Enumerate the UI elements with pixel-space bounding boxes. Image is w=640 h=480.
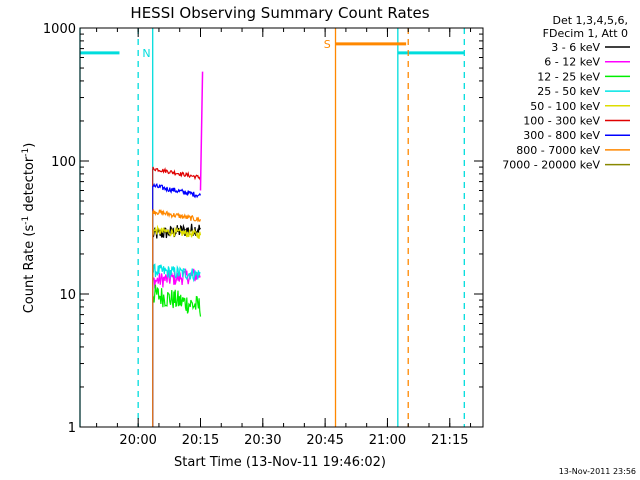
legend-label-6: 300 - 800 keV: [523, 129, 600, 142]
legend-label-0: 3 - 6 keV: [551, 41, 600, 54]
series-lines: [152, 71, 204, 428]
x-tick-label: 20:00: [119, 433, 156, 448]
series-line-4: [152, 224, 202, 240]
y-tick-label: 1: [68, 421, 76, 436]
y-axis-label-sup1: -1: [21, 216, 31, 225]
series-line-3: [152, 263, 201, 283]
y-axis-label: Count Rate (s-1 detector-1): [21, 143, 37, 314]
series-line-7: [152, 208, 202, 223]
x-tick-label: 20:30: [244, 433, 281, 448]
y-axis-ticks: 1 10 100 1000: [43, 22, 483, 436]
legend-label-1: 6 - 12 keV: [544, 56, 600, 69]
y-axis-label-suffix: ): [22, 143, 37, 148]
x-axis-label: Start Time (13-Nov-11 19:46:02): [174, 455, 386, 470]
y-tick-label: 1000: [43, 22, 76, 37]
footer-timestamp: 13-Nov-2011 23:56: [559, 467, 636, 476]
legend-header-line-1: Det 1,3,4,5,6,: [552, 14, 628, 27]
legend-header-line-2: FDecim 1, Att 0: [543, 27, 628, 40]
legend-label-5: 100 - 300 keV: [523, 115, 600, 128]
flare-tail-line: [199, 71, 204, 191]
plot-frame: [79, 27, 484, 428]
legend-label-4: 50 - 100 keV: [530, 100, 600, 113]
y-tick-label: 100: [51, 155, 76, 170]
series-line-2: [152, 284, 202, 317]
x-tick-label: 21:15: [431, 433, 468, 448]
flag-S-label: S: [324, 38, 331, 51]
legend: Det 1,3,4,5,6, FDecim 1, Att 0 3 - 6 keV…: [502, 14, 630, 172]
y-axis-label-sup2: -1: [21, 148, 31, 157]
y-axis-label-mid: detector: [22, 156, 37, 216]
flag-N-label: N: [142, 47, 150, 60]
series-line-5: [152, 166, 202, 181]
y-tick-label: 10: [59, 288, 76, 303]
legend-label-2: 12 - 25 keV: [537, 70, 600, 83]
legend-label-7: 800 - 7000 keV: [516, 144, 600, 157]
x-tick-label: 20:45: [306, 433, 343, 448]
legend-label-8: 7000 - 20000 keV: [502, 159, 600, 172]
x-axis-ticks: 20:00 20:15 20:30 20:45 21:00 21:15: [96, 28, 472, 448]
x-tick-label: 21:00: [369, 433, 406, 448]
y-axis-label-prefix: Count Rate (s: [22, 225, 37, 314]
legend-label-3: 25 - 50 keV: [537, 85, 600, 98]
observing-flags: NS: [79, 28, 465, 427]
chart-title: HESSI Observing Summary Count Rates: [130, 4, 429, 22]
x-tick-label: 20:15: [182, 433, 219, 448]
series-line-6: [152, 182, 202, 199]
